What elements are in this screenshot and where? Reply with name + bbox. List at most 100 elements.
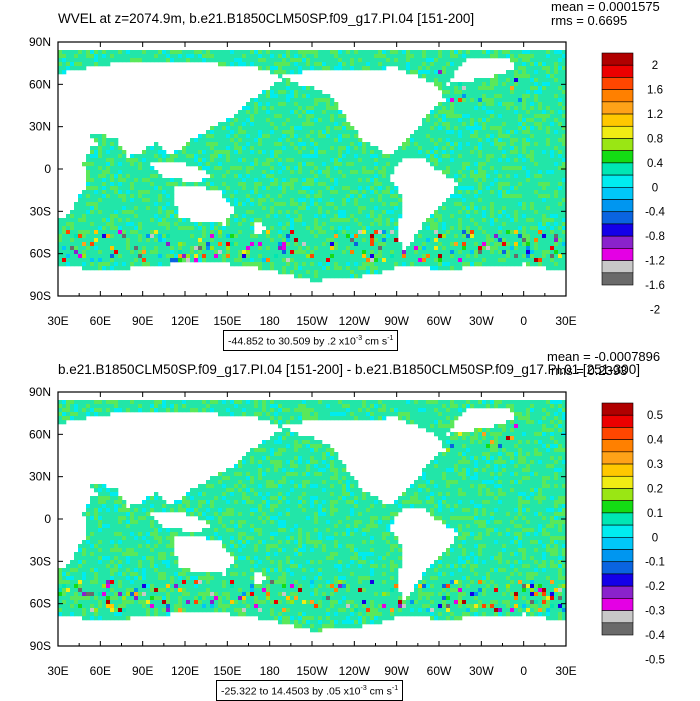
map-cell [74,54,79,59]
map-cell [326,226,331,231]
map-cell [494,86,499,91]
map-cell [318,130,323,135]
map-cell [422,74,427,79]
map-cell [446,114,451,119]
map-cell [134,254,139,259]
map-cell [506,78,511,83]
map-cell [506,214,511,219]
map-cell [474,170,479,175]
map-cell [474,122,479,127]
map-cell [234,174,239,179]
map-cell [382,158,387,163]
map-cell [226,242,231,247]
map-cell [382,190,387,195]
map-cell [350,154,355,159]
map-cell [318,54,323,59]
map-cell [126,186,131,191]
map-cell [486,194,491,199]
map-cell [510,262,515,267]
map-cell [374,258,379,263]
map-cell [118,54,123,59]
map-cell [274,182,279,187]
map-cell [374,266,379,271]
map-cell [450,254,455,259]
map-cell [142,246,147,251]
map-cell [562,258,567,263]
map-cell [154,226,159,231]
map-cell [386,62,391,67]
map-cell [310,206,315,211]
map-cell [326,222,331,227]
map-cell [282,78,287,83]
map-cell [366,182,371,187]
map-cell [474,86,479,91]
map-cell [166,258,171,263]
map-cell [366,206,371,211]
map-cell [538,106,543,111]
map-cell [282,230,287,235]
map-cell [122,50,127,55]
map-cell [270,126,275,131]
map-cell [238,214,243,219]
map-cell [354,138,359,143]
map-cell [142,234,147,239]
map-cell [462,114,467,119]
map-cell [294,170,299,175]
map-cell [398,250,403,255]
map-cell [306,222,311,227]
map-cell [302,250,307,255]
map-cell [114,230,119,235]
map-cell [322,162,327,167]
map-cell [534,202,539,207]
map-cell [518,246,523,251]
map-cell [342,246,347,251]
map-cell [294,146,299,151]
map-cell [342,194,347,199]
map-cell [450,166,455,171]
map-cell [530,130,535,135]
map-cell [314,102,319,107]
map-cell [458,134,463,139]
map-cell [450,122,455,127]
map-cell [486,190,491,195]
map-cell [158,250,163,255]
map-cell [542,154,547,159]
map-cell [490,206,495,211]
map-cell [414,246,419,251]
map-cell [262,198,267,203]
map-cell [334,114,339,119]
map-cell [158,234,163,239]
map-cell [366,166,371,171]
map-cell [486,218,491,223]
map-cell [330,118,335,123]
map-cell [514,86,519,91]
map-cell [530,174,535,179]
map-cell [498,182,503,187]
map-cell [562,146,567,151]
map-cell [534,178,539,183]
map-cell [114,206,119,211]
map-cell [198,154,203,159]
map-cell [402,254,407,259]
map-cell [306,170,311,175]
map-cell [150,150,155,155]
map-cell [282,126,287,131]
map-cell [122,254,127,259]
map-cell [294,98,299,103]
map-cell [302,194,307,199]
map-cell [338,166,343,171]
map-cell [530,98,535,103]
map-cell [494,178,499,183]
map-cell [198,146,203,151]
map-cell [426,134,431,139]
map-cell [226,142,231,147]
map-cell [70,50,75,55]
map-cell [302,254,307,259]
map-cell [558,170,563,175]
map-cell [182,254,187,259]
map-cell [366,218,371,223]
map-cell [62,222,67,227]
map-cell [322,118,327,123]
map-cell [470,182,475,187]
map-cell [266,126,271,131]
